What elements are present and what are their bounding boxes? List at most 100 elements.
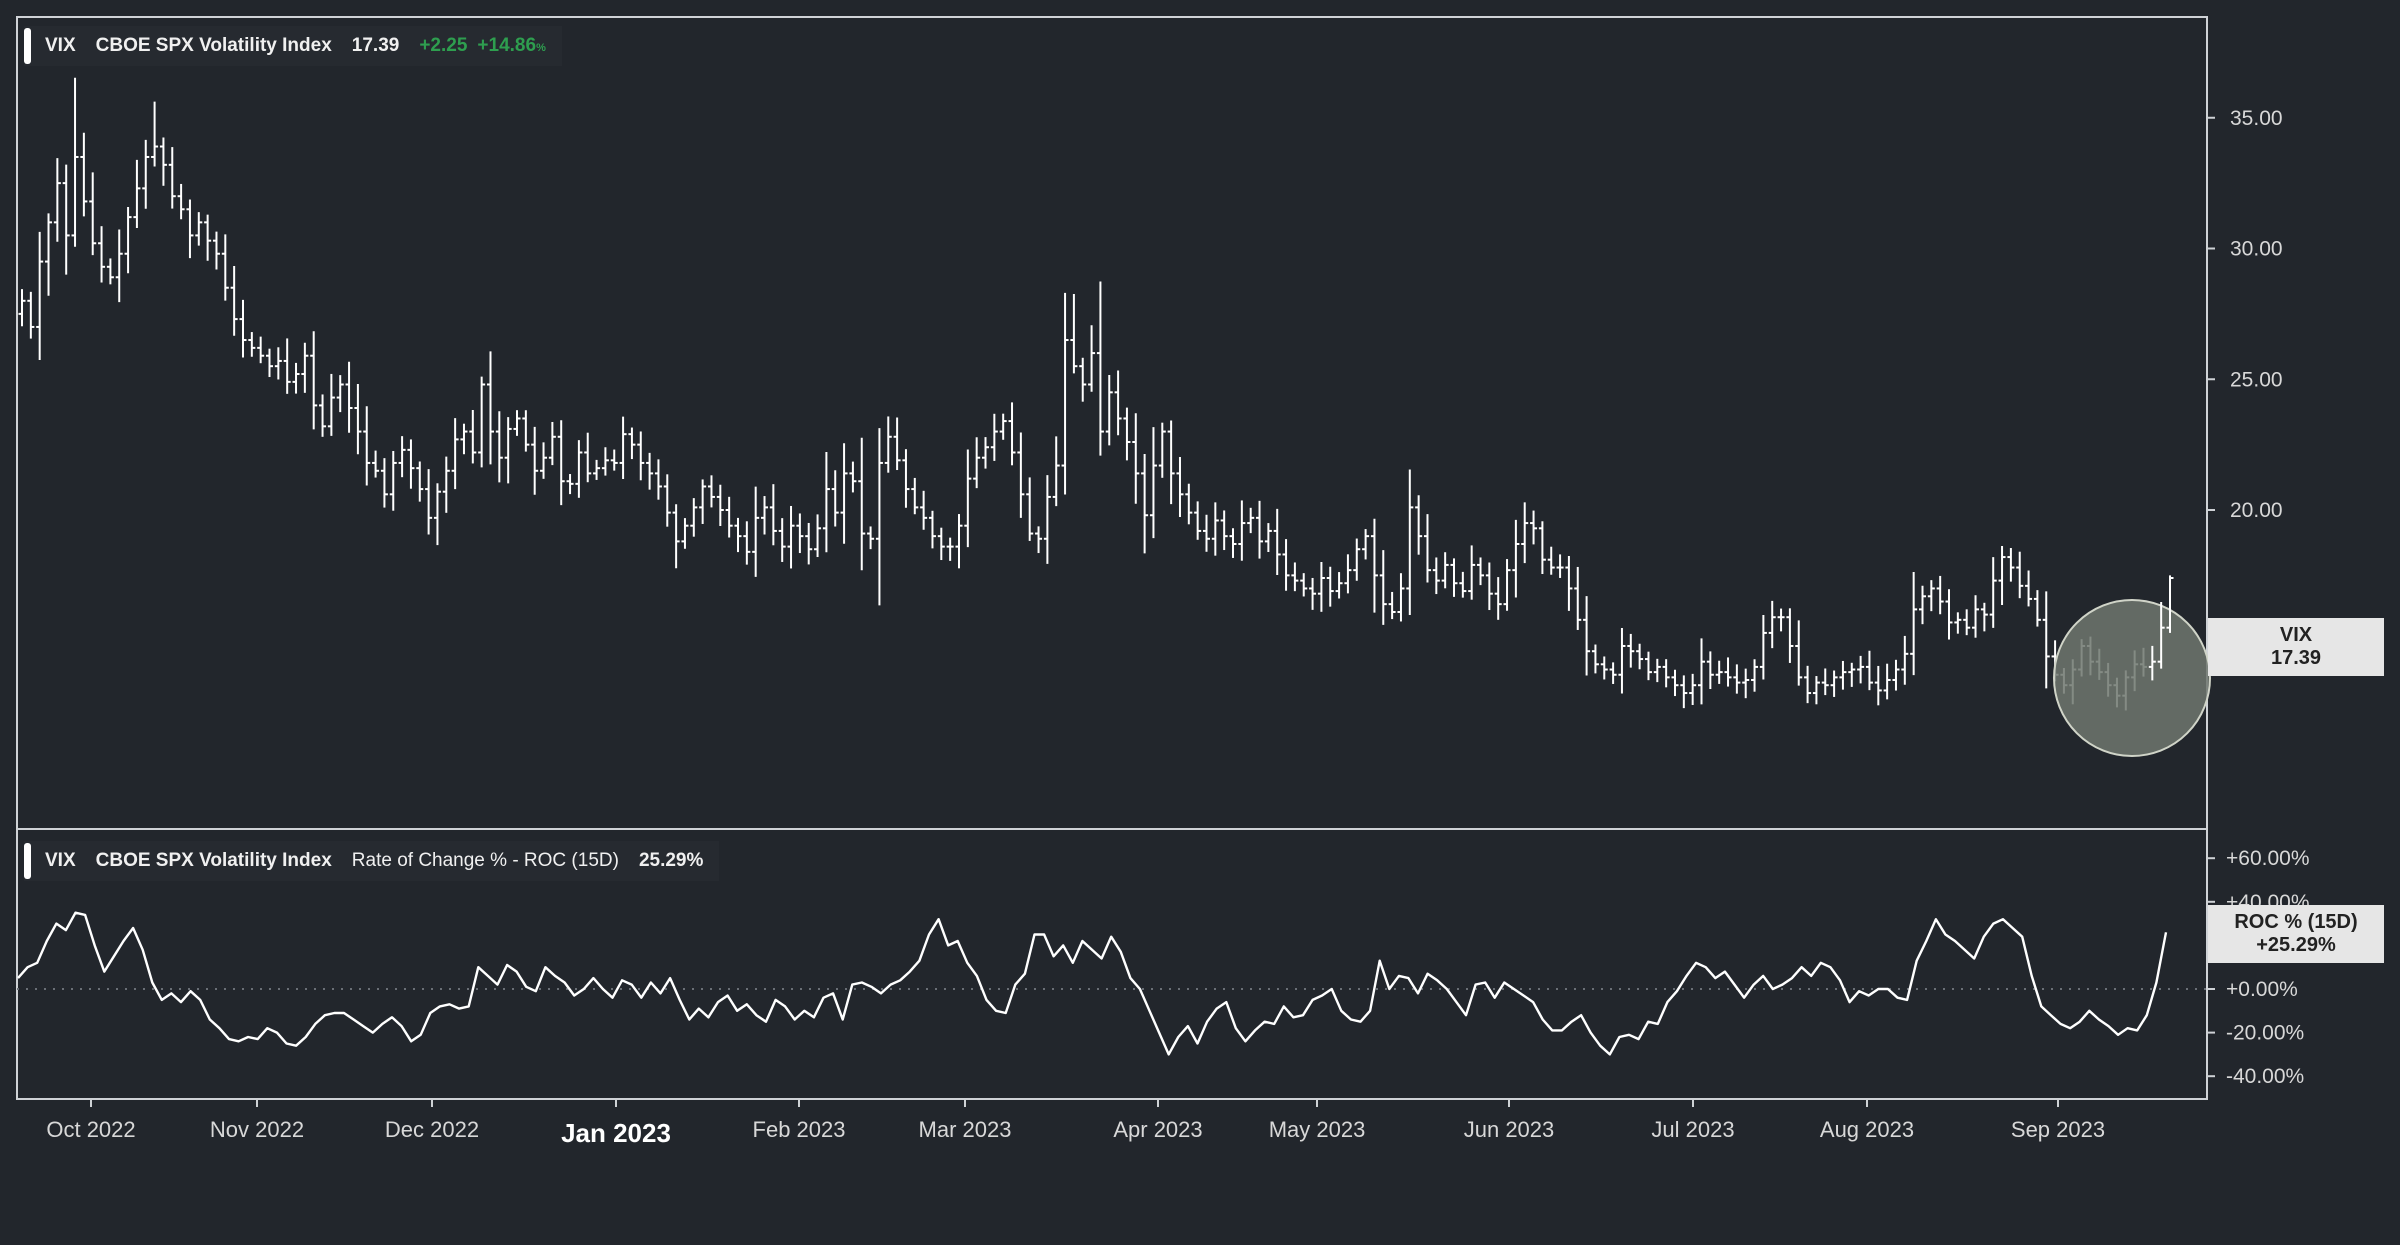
y-tick-label: 25.00 (2230, 368, 2283, 391)
price-bar (345, 361, 353, 433)
price-bar (1812, 676, 1820, 705)
price-bar (778, 518, 786, 562)
price-bar (1848, 662, 1856, 687)
price-tag-value: 17.39 (2270, 647, 2322, 669)
price-bar (1450, 558, 1458, 597)
price-bar (1423, 514, 1431, 583)
x-tick-label: Jan 2023 (561, 1118, 671, 1148)
price-bar (1662, 659, 1670, 688)
price-bar (761, 496, 769, 535)
legend-symbol: VIX (45, 850, 76, 871)
price-bar (1273, 508, 1281, 575)
price-bar (80, 132, 88, 217)
price-bar (133, 159, 141, 229)
price-bar (1388, 591, 1396, 620)
price-bar (743, 521, 751, 565)
price-bar (946, 537, 954, 561)
price-bar (1132, 413, 1140, 504)
price-bar (1194, 501, 1202, 540)
price-bar (513, 410, 521, 436)
price-bar (646, 452, 654, 490)
price-bar (1742, 668, 1750, 699)
price-bar (168, 147, 176, 209)
y-tick-label: 35.00 (2230, 107, 2283, 130)
price-bar (495, 411, 503, 483)
price-bar (858, 437, 866, 571)
price-bar (1574, 566, 1582, 630)
price-bar (2148, 645, 2156, 681)
price-bar (1317, 561, 1325, 612)
roc-legend[interactable]: VIX CBOE SPX Volatility Index Rate of Ch… (24, 841, 720, 881)
price-bar (831, 470, 839, 527)
price-bar (195, 212, 203, 246)
price-bar (1910, 571, 1918, 676)
price-bar (478, 376, 486, 468)
price-bar (1927, 580, 1935, 612)
price-bar (1892, 659, 1900, 691)
price-bar (442, 456, 450, 513)
price-bar (1918, 585, 1926, 625)
y-tick-label: -40.00% (2226, 1065, 2304, 1088)
legend-change: +2.25 (419, 35, 468, 56)
price-bar (71, 77, 79, 247)
price-bar (433, 483, 441, 546)
price-bar (1185, 483, 1193, 525)
price-bars (18, 77, 2147, 711)
price-bar (1883, 663, 1891, 700)
price-bar (301, 342, 309, 393)
price-bar (177, 183, 185, 220)
price-bar (875, 428, 883, 606)
price-bar (1653, 658, 1661, 683)
price-bar (1804, 665, 1812, 704)
price-bar (266, 348, 274, 378)
price-bar (2033, 590, 2041, 627)
price-bar (2166, 575, 2174, 633)
price-bar (1759, 614, 1767, 680)
price-bar (699, 479, 707, 524)
y-tick-label: 20.00 (2230, 499, 2283, 522)
price-bar (372, 450, 380, 478)
price-legend[interactable]: VIX CBOE SPX Volatility Index 17.39 +2.2… (24, 26, 562, 66)
price-bar (159, 137, 167, 186)
price-bar (1149, 427, 1157, 539)
price-bar (486, 351, 494, 465)
price-bar (1698, 638, 1706, 705)
price-bar (1503, 559, 1511, 611)
price-bar (36, 231, 44, 360)
price-bar (292, 362, 300, 394)
price-bar (902, 449, 910, 508)
price-bar (106, 258, 114, 285)
latest-bar-highlight (2053, 599, 2211, 757)
x-tick-label: Jun 2023 (1464, 1117, 1555, 1142)
price-bar (1857, 655, 1865, 684)
price-bar (1096, 281, 1104, 456)
price-bar (1282, 539, 1290, 591)
time-x-axis: Oct 2022 Nov 2022 Dec 2022 Jan 2023 Feb 2023… (46, 1099, 2105, 1148)
price-bar (354, 384, 362, 455)
price-bar (45, 213, 53, 296)
price-bar (1715, 660, 1723, 684)
price-bar (1609, 662, 1617, 684)
price-bar (336, 375, 344, 413)
price-bar (98, 226, 106, 283)
price-bar (53, 158, 61, 242)
price-bar (1088, 325, 1096, 392)
price-bar (1530, 510, 1538, 545)
price-bar (1494, 577, 1502, 620)
series-color-marker (24, 28, 31, 64)
price-bar (1689, 673, 1697, 705)
price-bar (619, 416, 627, 480)
price-bar (1795, 620, 1803, 686)
x-tick-label: Dec 2022 (385, 1117, 479, 1142)
price-bar (752, 486, 760, 577)
price-bar (999, 413, 1007, 440)
x-tick-label: Nov 2022 (210, 1117, 304, 1142)
roc-tag-value: +25.29% (2256, 934, 2336, 956)
price-bar (1556, 554, 1564, 578)
roc-pane-frame (16, 828, 2208, 1100)
price-bar (955, 514, 963, 569)
price-last-value-tag: VIX 17.39 (2208, 618, 2384, 676)
x-tick-label: Jul 2023 (1651, 1117, 1734, 1142)
